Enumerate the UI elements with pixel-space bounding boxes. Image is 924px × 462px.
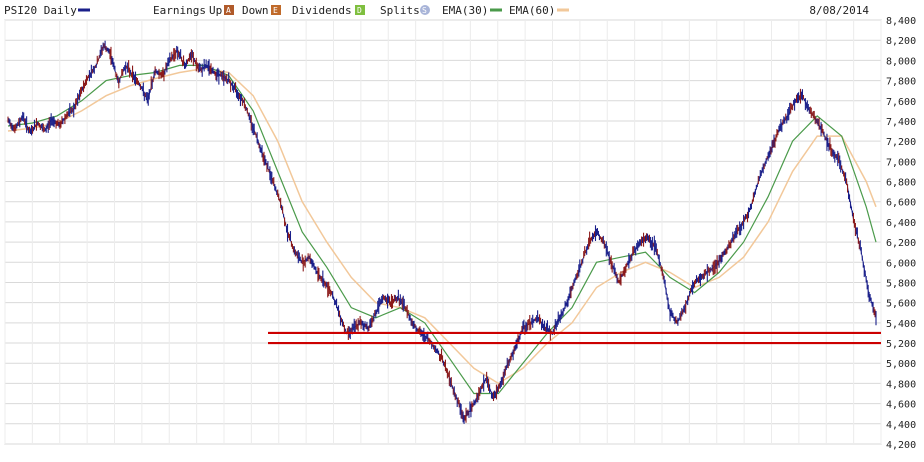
y-tick-label: 5,000 <box>886 359 916 370</box>
y-tick-label: 4,800 <box>886 379 916 390</box>
y-tick-label: 8,000 <box>886 56 916 67</box>
grid-lines <box>4 19 882 445</box>
splits-badge-letter: S <box>422 6 427 15</box>
down-label: Down <box>242 4 269 17</box>
y-tick-label: 7,000 <box>886 157 916 168</box>
earnings-label: Earnings <box>153 4 206 17</box>
y-tick-label: 6,400 <box>886 218 916 229</box>
y-tick-label: 5,200 <box>886 339 916 350</box>
y-tick-label: 8,200 <box>886 36 916 47</box>
y-tick-label: 4,200 <box>886 440 916 451</box>
down-badge-letter: E <box>273 6 278 15</box>
ema60-label: EMA(60) <box>509 4 555 17</box>
down-badge <box>271 5 281 15</box>
dividends-label: Dividends <box>292 4 352 17</box>
y-tick-label: 6,600 <box>886 198 916 209</box>
legend: PSI20 Daily Earnings Up A Down E Dividen… <box>4 4 869 17</box>
y-tick-label: 5,600 <box>886 299 916 310</box>
symbol-label: PSI20 Daily <box>4 4 77 17</box>
splits-label: Splits <box>380 4 420 17</box>
y-tick-label: 5,800 <box>886 278 916 289</box>
up-badge <box>224 5 234 15</box>
up-label: Up <box>209 4 222 17</box>
y-tick-label: 7,200 <box>886 137 916 148</box>
y-tick-label: 7,400 <box>886 117 916 128</box>
date-label: 8/08/2014 <box>809 4 869 17</box>
y-tick-label: 6,000 <box>886 258 916 269</box>
y-tick-label: 7,600 <box>886 97 916 108</box>
up-badge-letter: A <box>226 6 231 15</box>
ema30-label: EMA(30) <box>442 4 488 17</box>
support-lines <box>268 331 881 345</box>
y-tick-label: 4,400 <box>886 420 916 431</box>
y-tick-label: 6,800 <box>886 178 916 189</box>
y-axis-ticks: 4,200 4,400 4,600 4,800 5,000 5,200 5,400 5,600… <box>886 16 916 451</box>
y-tick-label: 7,800 <box>886 77 916 88</box>
y-tick-label: 5,400 <box>886 319 916 330</box>
y-tick-label: 8,400 <box>886 16 916 27</box>
price-layer <box>7 40 877 424</box>
dividends-badge <box>355 5 365 15</box>
y-tick-label: 4,600 <box>886 400 916 411</box>
y-tick-label: 6,200 <box>886 238 916 249</box>
dividends-badge-letter: D <box>357 6 362 15</box>
splits-badge <box>420 5 430 15</box>
